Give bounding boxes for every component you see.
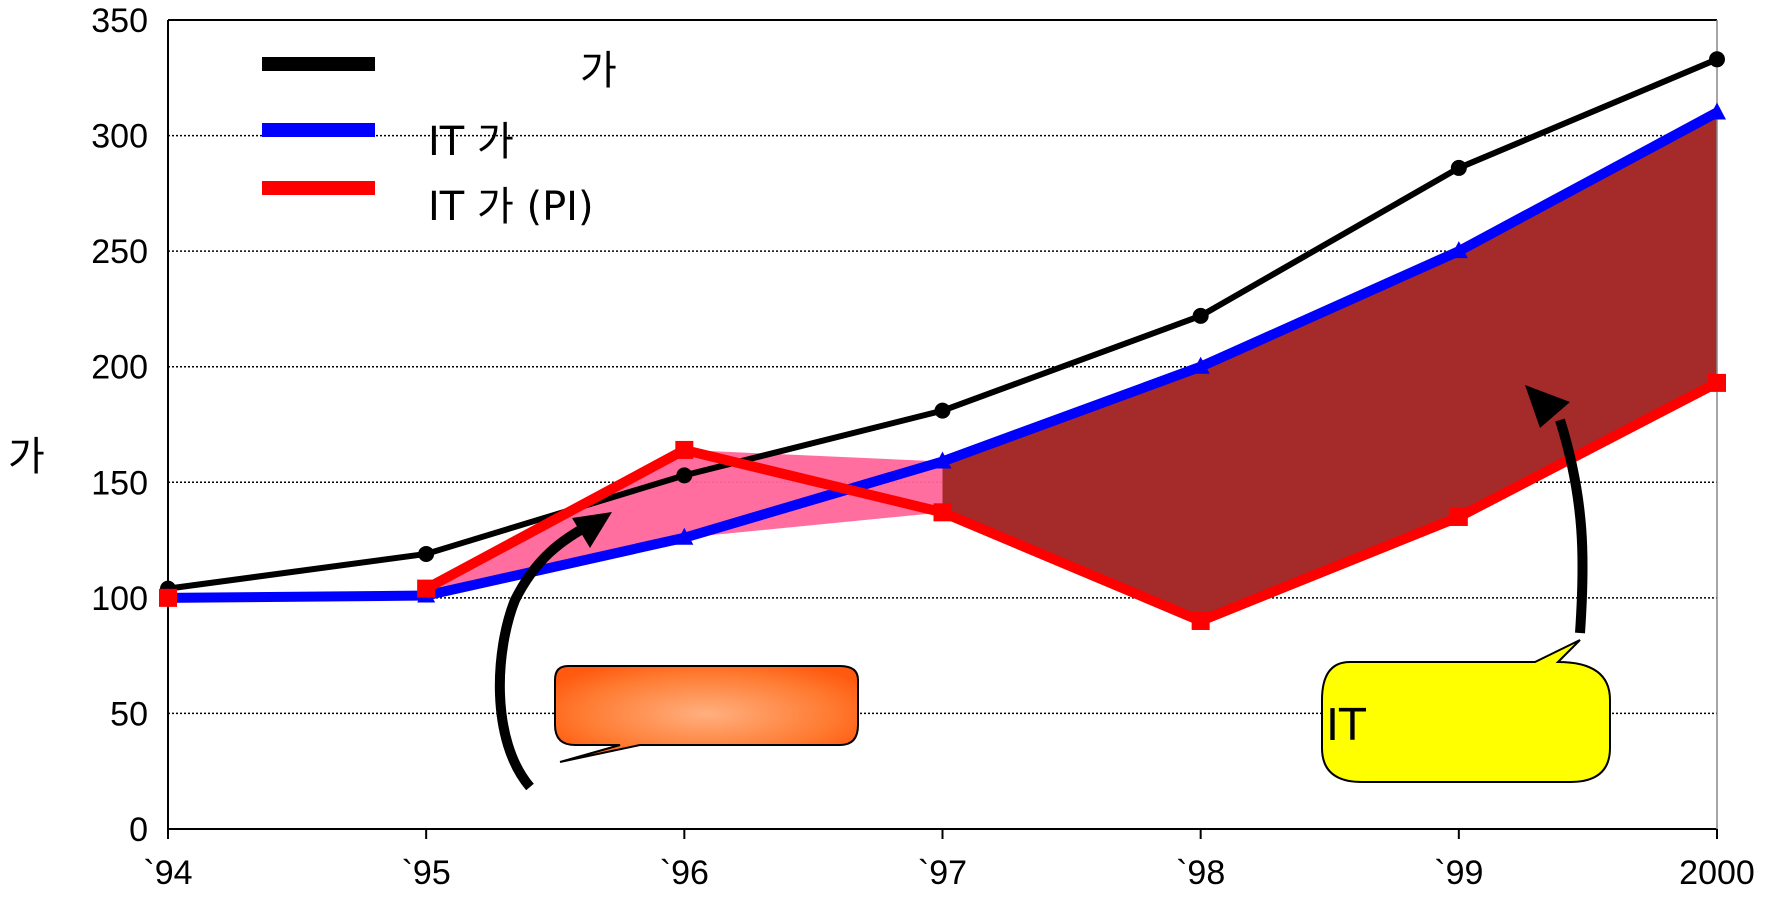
axes xyxy=(167,19,1718,839)
y-tick-label-250: 250 xyxy=(91,233,148,271)
x-tick-label-4: `98 xyxy=(1176,854,1225,892)
callout-yellow: IT xyxy=(1321,639,1611,783)
point-series2-4 xyxy=(1191,611,1210,630)
shaded-regions xyxy=(426,112,1717,621)
point-series1-2 xyxy=(675,527,694,545)
arrow-left xyxy=(494,512,612,791)
point-series0-3 xyxy=(934,402,951,419)
callout-yellow-shape xyxy=(1321,639,1611,783)
point-series0-6 xyxy=(1709,51,1725,68)
point-series1-5 xyxy=(1449,241,1468,259)
callout-orange xyxy=(554,665,859,763)
series-line-2 xyxy=(423,378,1720,626)
arrow-left-curve xyxy=(494,517,598,791)
legend: 가 IT 가 IT 가 (PI) xyxy=(262,48,617,230)
point-series0-4 xyxy=(1192,307,1209,324)
y-tick-label-100: 100 xyxy=(91,580,148,618)
y-tick-label-350: 350 xyxy=(91,2,148,40)
x-tick-label-0: `94 xyxy=(143,854,192,892)
y-tick-label-200: 200 xyxy=(91,349,148,387)
point-series2-0 xyxy=(159,588,177,607)
arrow-right-curve xyxy=(1555,418,1588,634)
tick-labels: 0 50 100 150 200 250 300 350 `94 `95 `96 `97 `98 `99 2… xyxy=(91,2,1755,892)
shaded-region-darkred xyxy=(942,112,1717,621)
y-tick-label-150: 150 xyxy=(91,464,148,502)
callout-yellow-text: IT xyxy=(1326,700,1366,751)
x-tick-label-3: `97 xyxy=(918,854,967,892)
legend-label-red: IT 가 (PI) xyxy=(428,184,594,230)
legend-label-blue: IT 가 xyxy=(428,119,514,165)
x-tick-label-5: `99 xyxy=(1434,854,1483,892)
y-tick-label-300: 300 xyxy=(91,118,148,156)
point-series2-3 xyxy=(933,503,952,522)
legend-label-black: 가 xyxy=(580,48,617,94)
callout-orange-shape xyxy=(554,665,859,763)
x-tick-label-1: `95 xyxy=(402,854,451,892)
x-tick-label-2: `96 xyxy=(660,854,709,892)
arrow-left-head xyxy=(572,512,612,548)
arrow-right xyxy=(1525,385,1588,634)
point-series1-6 xyxy=(1708,102,1726,120)
series-lines xyxy=(159,51,1726,630)
shaded-region-pink xyxy=(426,449,943,596)
y-tick-label-0: 0 xyxy=(129,811,148,849)
point-series2-5 xyxy=(1449,507,1468,526)
point-series2-1 xyxy=(417,579,436,598)
point-series0-5 xyxy=(1450,159,1467,176)
y-axis-label: 가 xyxy=(8,434,45,480)
point-series2-6 xyxy=(1708,373,1726,392)
point-series1-3 xyxy=(933,451,952,469)
point-series0-2 xyxy=(676,467,693,484)
x-tick-label-6: 2000 xyxy=(1679,854,1755,892)
arrow-right-head xyxy=(1525,385,1570,428)
point-series0-1 xyxy=(418,545,435,562)
y-tick-label-50: 50 xyxy=(110,695,148,733)
point-series1-4 xyxy=(1191,356,1210,374)
point-series2-2 xyxy=(675,440,694,459)
